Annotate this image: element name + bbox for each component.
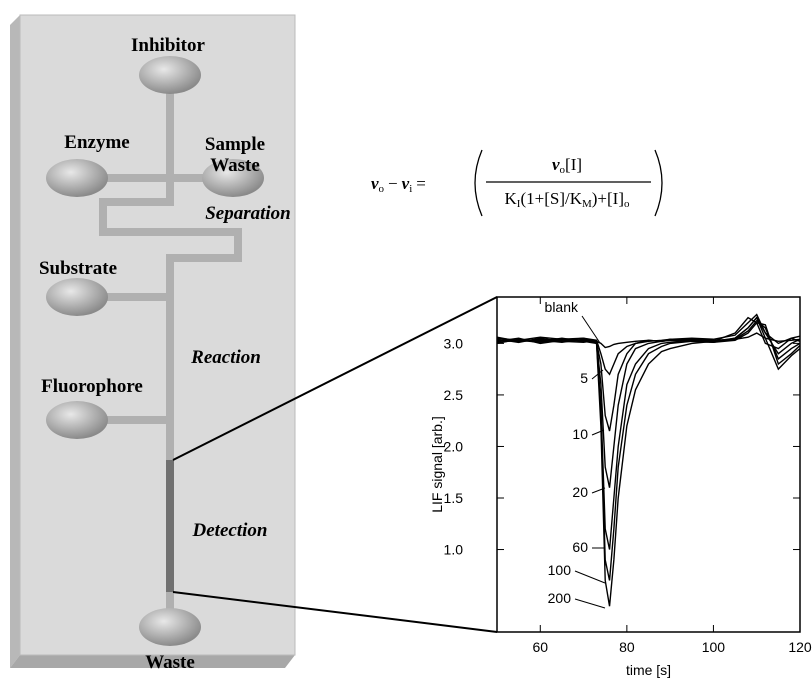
eq-sub: M	[582, 198, 592, 210]
eq-symbol: v	[402, 174, 410, 193]
equation-denominator: KI(1+[S]/KM)+[I]o	[505, 189, 631, 210]
curve-label: blank	[545, 299, 579, 315]
y-tick-label: 3.0	[444, 335, 464, 351]
chip-panel	[19, 14, 296, 656]
zoom-line	[172, 591, 498, 633]
eq-symbol: −	[388, 174, 398, 193]
x-tick-label: 60	[532, 639, 548, 655]
label-detection: Detection	[192, 520, 268, 541]
annotation-leader	[574, 598, 606, 609]
x-tick-label: 80	[619, 639, 635, 655]
eq-symbol: )+[I]	[592, 189, 624, 208]
eq-sub: o	[624, 198, 630, 210]
x-tick-label: 100	[702, 639, 726, 655]
equation: vo − vi = vo[I] KI(1+[S]/KM)+[I]o	[371, 149, 663, 217]
y-axis-label: LIF signal [arb.]	[429, 416, 445, 513]
panel-side	[10, 15, 20, 668]
eq-symbol: (1+[S]/K	[520, 189, 582, 208]
eq-sub: o	[560, 164, 566, 176]
eq-symbol: K	[505, 189, 518, 208]
y-tick-label: 2.5	[444, 387, 464, 403]
y-tick-label: 1.0	[444, 542, 464, 558]
y-tick-label: 1.5	[444, 490, 464, 506]
paren	[474, 149, 483, 217]
eq-sub: o	[379, 183, 385, 195]
plot-frame	[496, 296, 801, 633]
channels	[77, 75, 242, 627]
label-waste: Waste	[145, 652, 195, 673]
eq-symbol: =	[416, 174, 426, 193]
curve-label: 5	[580, 370, 588, 386]
series-line	[496, 321, 801, 581]
equation-lhs: vo − vi =	[371, 174, 426, 195]
annotation-leader	[574, 570, 606, 584]
series-line	[496, 332, 801, 349]
label-sample-waste: Sample Waste	[204, 134, 266, 176]
chart: 1.0 1.5 2.0 2.5 3.0 60 80 100 120 time [s] LIF sig…	[429, 296, 812, 678]
curve-label: 10	[572, 426, 588, 442]
label-separation: Separation	[205, 203, 291, 224]
zoom-line	[172, 296, 498, 461]
x-axis-label: time [s]	[626, 662, 671, 678]
reservoirs	[46, 56, 264, 646]
eq-symbol: v	[371, 174, 379, 193]
series-line	[496, 319, 801, 550]
eq-sub: i	[409, 183, 412, 195]
label-inhibitor: Inhibitor	[131, 35, 205, 56]
curve-label: 20	[572, 484, 588, 500]
label-sample-waste-box: Sample Waste	[204, 134, 266, 176]
label-fluorophore: Fluorophore	[41, 376, 143, 397]
label-substrate: Substrate	[39, 258, 117, 279]
panel-bottom	[10, 655, 295, 668]
eq-symbol: [I]	[565, 155, 582, 174]
label-reaction: Reaction	[190, 347, 261, 368]
eq-symbol: v	[552, 155, 560, 174]
label-enzyme: Enzyme	[64, 132, 129, 153]
x-tick-label: 120	[788, 639, 812, 655]
paren	[654, 149, 663, 217]
curve-label: 200	[548, 590, 572, 606]
y-tick-label: 2.0	[444, 438, 464, 454]
curve-label: 60	[572, 539, 588, 555]
equation-numerator: vo[I]	[552, 155, 582, 176]
annotation-leader	[581, 315, 601, 344]
series-line	[496, 316, 801, 607]
curve-label: 100	[548, 562, 572, 578]
eq-sub: I	[517, 198, 521, 210]
